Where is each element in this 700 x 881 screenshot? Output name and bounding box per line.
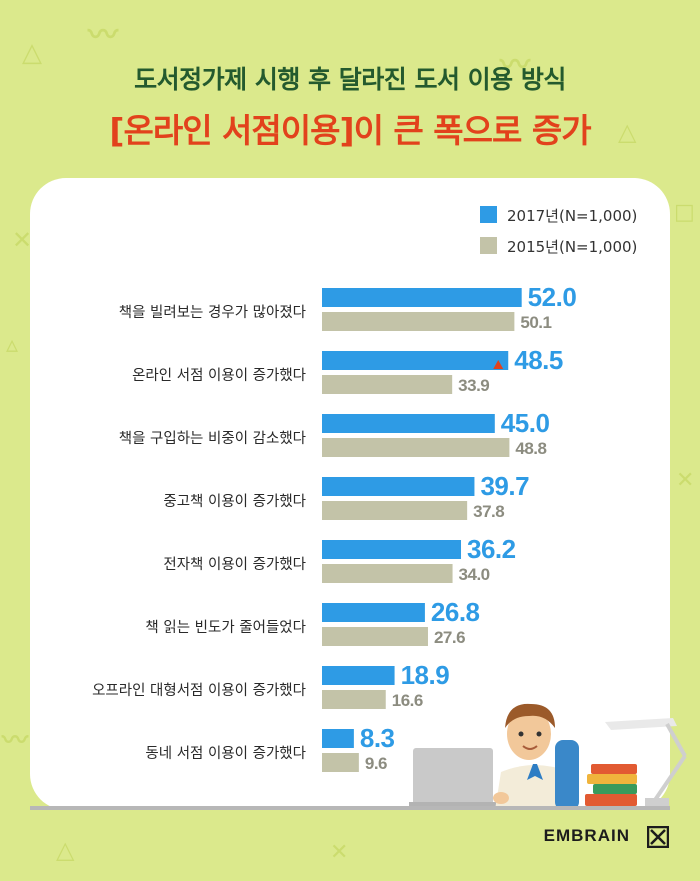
brand-logo-text: EMBRAIN — [543, 826, 630, 845]
data-label: 9.6 — [365, 754, 387, 773]
bar — [322, 603, 425, 622]
category-label: 책을 빌려보는 경우가 많아졌다 — [119, 304, 306, 321]
decor-triangle: △ — [618, 118, 637, 146]
bar — [322, 501, 468, 520]
legend-label: 2015년(N=1,000) — [507, 238, 637, 256]
bar — [322, 666, 395, 685]
category-label: 오프라인 대형서점 이용이 증가했다 — [92, 682, 306, 699]
data-label: 27.6 — [434, 628, 465, 647]
decor-triangle: ▵ — [6, 330, 19, 358]
bar — [322, 477, 475, 496]
data-label: 26.8 — [431, 597, 480, 627]
decor-cross: ✕ — [330, 840, 349, 865]
decor-cross: ✕ — [12, 226, 33, 254]
legend-label: 2017년(N=1,000) — [507, 207, 637, 225]
bar — [322, 627, 428, 646]
data-label: 50.1 — [520, 313, 551, 332]
increase-marker-icon — [493, 360, 504, 369]
decor-cross: ✕ — [676, 468, 695, 493]
bar — [322, 564, 453, 583]
data-label: 52.0 — [528, 282, 577, 312]
bar — [322, 375, 453, 394]
data-label: 36.2 — [467, 534, 516, 564]
brand-logo-icon — [647, 826, 669, 848]
data-label: 16.6 — [392, 691, 423, 710]
data-label: 18.9 — [401, 660, 450, 690]
desk-baseline — [30, 806, 670, 810]
bar — [322, 753, 359, 772]
bar — [322, 288, 522, 307]
decor-triangle: △ — [22, 38, 42, 68]
decor-square: □ — [674, 200, 695, 225]
data-label: 39.7 — [480, 471, 529, 501]
bar — [322, 438, 510, 457]
data-label: 48.5 — [514, 345, 563, 375]
page-subtitle: [온라인 서점이용]이 큰 폭으로 증가 — [109, 111, 591, 150]
category-label: 전자책 이용이 증가했다 — [163, 556, 306, 573]
category-label: 동네 서점 이용이 증가했다 — [145, 745, 306, 762]
decor-triangle: △ — [56, 836, 75, 864]
bar — [322, 312, 515, 331]
data-label: 33.9 — [458, 376, 489, 395]
decor-zigzag: 〰 — [88, 18, 118, 53]
category-label: 중고책 이용이 증가했다 — [163, 493, 306, 510]
data-label: 37.8 — [473, 502, 504, 521]
bar — [322, 351, 509, 370]
data-label: 8.3 — [360, 723, 395, 753]
data-label: 48.8 — [515, 439, 546, 458]
category-label: 책을 구입하는 비중이 감소했다 — [119, 430, 306, 447]
bar — [322, 414, 495, 433]
category-label: 책 읽는 빈도가 줄어들었다 — [145, 619, 306, 636]
decor-zigzag: 〰 — [2, 726, 29, 756]
legend-swatch — [480, 206, 497, 223]
bar — [322, 729, 354, 748]
reading-person-illustration — [409, 703, 687, 810]
data-label: 45.0 — [501, 408, 550, 438]
bar — [322, 540, 462, 559]
bar — [322, 690, 386, 709]
data-label: 34.0 — [459, 565, 490, 584]
decor-zigzag: 〰 — [500, 48, 530, 83]
legend-swatch — [480, 237, 497, 254]
category-label: 온라인 서점 이용이 증가했다 — [132, 367, 306, 384]
page-title: 도서정가제 시행 후 달라진 도서 이용 방식 — [134, 65, 566, 94]
